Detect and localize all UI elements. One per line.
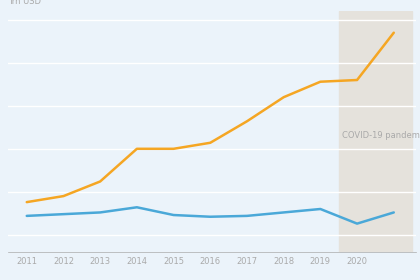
Text: COVID-19 pandemic: COVID-19 pandemic bbox=[341, 131, 420, 140]
Bar bbox=[339, 11, 412, 252]
Text: Trn USD: Trn USD bbox=[8, 0, 42, 6]
